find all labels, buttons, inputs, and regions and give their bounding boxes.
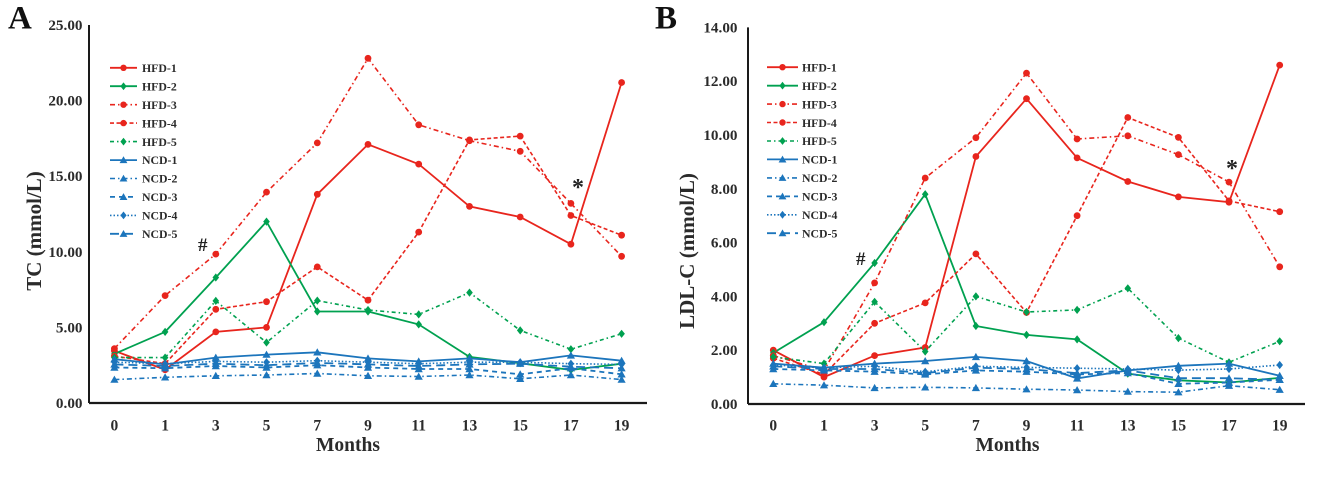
svg-text:1: 1: [820, 418, 828, 435]
svg-text:17: 17: [1221, 418, 1237, 435]
svg-text:HFD-2: HFD-2: [142, 80, 177, 94]
svg-text:15.00: 15.00: [48, 168, 83, 185]
svg-text:5: 5: [263, 418, 271, 435]
svg-text:11: 11: [1070, 418, 1085, 435]
svg-text:HFD-1: HFD-1: [802, 60, 837, 74]
svg-text:NCD-2: NCD-2: [802, 171, 837, 185]
svg-text:3: 3: [212, 418, 220, 435]
svg-text:HFD-4: HFD-4: [802, 116, 837, 130]
svg-text:8.00: 8.00: [711, 181, 738, 198]
svg-text:B: B: [655, 1, 677, 37]
svg-text:2.00: 2.00: [711, 342, 738, 359]
svg-text:6.00: 6.00: [711, 235, 738, 252]
svg-text:4.00: 4.00: [711, 288, 738, 305]
svg-text:NCD-2: NCD-2: [142, 172, 177, 186]
svg-text:13: 13: [462, 418, 478, 435]
svg-text:5: 5: [921, 418, 929, 435]
svg-text:HFD-4: HFD-4: [142, 116, 177, 130]
svg-text:#: #: [198, 235, 208, 256]
svg-text:NCD-1: NCD-1: [802, 153, 837, 167]
svg-text:25.00: 25.00: [48, 17, 83, 34]
svg-text:TC (mmol/L): TC (mmol/L): [22, 171, 46, 291]
svg-text:HFD-3: HFD-3: [802, 97, 837, 111]
svg-text:NCD-4: NCD-4: [142, 209, 177, 223]
svg-text:10.00: 10.00: [48, 244, 83, 261]
svg-text:NCD-3: NCD-3: [142, 190, 177, 204]
svg-text:1: 1: [161, 418, 169, 435]
svg-text:0.00: 0.00: [711, 396, 738, 413]
svg-text:5.00: 5.00: [56, 319, 83, 336]
svg-text:12.00: 12.00: [703, 73, 738, 90]
svg-text:9: 9: [364, 418, 372, 435]
svg-text:HFD-5: HFD-5: [142, 135, 177, 149]
svg-text:NCD-3: NCD-3: [802, 190, 837, 204]
svg-text:NCD-4: NCD-4: [802, 208, 837, 222]
svg-text:HFD-5: HFD-5: [802, 134, 837, 148]
svg-text:14.00: 14.00: [703, 19, 738, 36]
svg-text:NCD-1: NCD-1: [142, 153, 177, 167]
svg-text:0: 0: [769, 418, 777, 435]
svg-text:20.00: 20.00: [48, 93, 83, 110]
svg-text:9: 9: [1023, 418, 1031, 435]
svg-text:15: 15: [1171, 418, 1187, 435]
svg-text:A: A: [8, 1, 32, 37]
svg-text:#: #: [856, 249, 866, 270]
svg-text:0: 0: [111, 418, 119, 435]
svg-text:HFD-1: HFD-1: [142, 61, 177, 75]
svg-text:7: 7: [313, 418, 321, 435]
svg-text:HFD-2: HFD-2: [802, 79, 837, 93]
svg-text:HFD-3: HFD-3: [142, 98, 177, 112]
svg-text:15: 15: [512, 418, 528, 435]
svg-text:NCD-5: NCD-5: [802, 226, 837, 240]
svg-text:17: 17: [563, 418, 579, 435]
svg-text:NCD-5: NCD-5: [142, 227, 177, 241]
svg-text:Months: Months: [316, 435, 380, 456]
svg-text:*: *: [572, 175, 584, 201]
svg-text:13: 13: [1120, 418, 1136, 435]
svg-text:*: *: [1226, 156, 1238, 182]
svg-text:19: 19: [1272, 418, 1288, 435]
svg-text:0.00: 0.00: [56, 395, 83, 412]
svg-text:19: 19: [614, 418, 630, 435]
svg-text:11: 11: [411, 418, 426, 435]
svg-text:10.00: 10.00: [703, 127, 738, 144]
svg-text:7: 7: [972, 418, 980, 435]
svg-text:LDL-C (mmol/L): LDL-C (mmol/L): [675, 173, 699, 329]
svg-text:3: 3: [871, 418, 879, 435]
svg-text:Months: Months: [976, 435, 1040, 456]
